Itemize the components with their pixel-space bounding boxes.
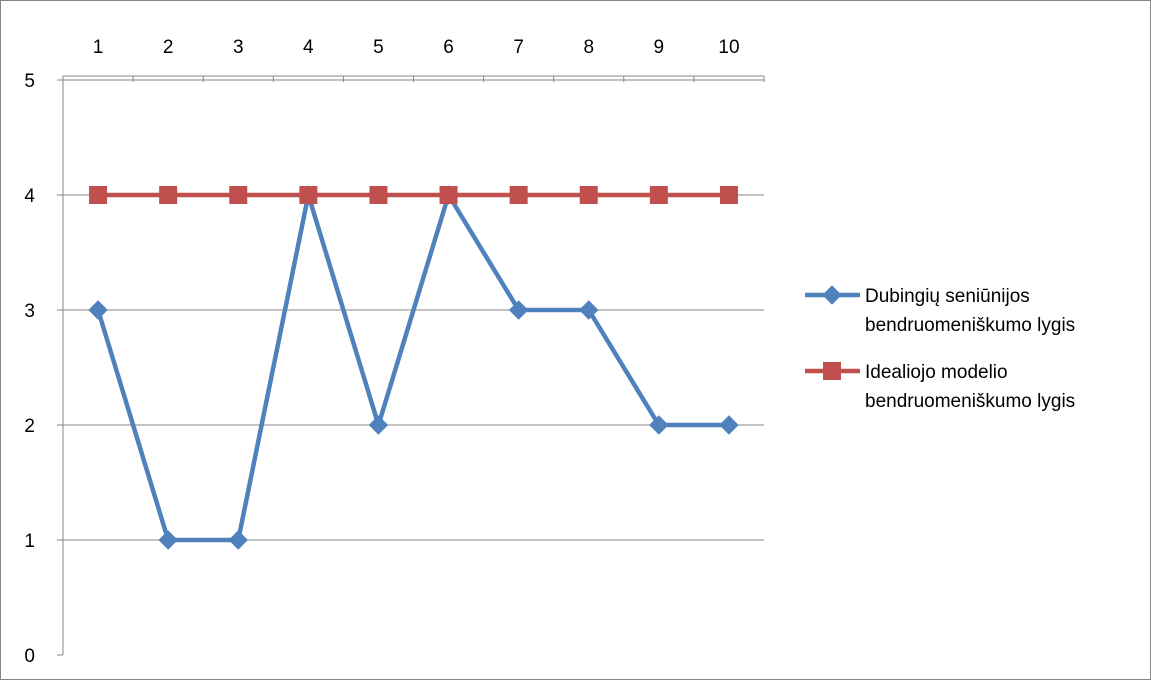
data-point: [649, 186, 668, 204]
legend: Dubingių seniūnijos bendruomeniškumo lygi…: [805, 285, 1075, 412]
y-tick-label: 1: [24, 531, 35, 552]
data-point: [229, 186, 248, 204]
data-point: [228, 530, 248, 550]
x-tick-label: 10: [718, 37, 739, 58]
data-point: [649, 415, 669, 435]
legend-label: Idealiojo modelio: [865, 362, 1008, 383]
data-point: [159, 186, 178, 204]
legend-marker: [822, 285, 842, 305]
x-tick-label: 7: [513, 37, 524, 58]
x-tick-label: 5: [373, 37, 384, 58]
data-point: [439, 186, 458, 204]
y-tick-label: 0: [24, 646, 35, 667]
series-2: [89, 186, 738, 204]
tick-labels: 0 1 2 3 4 5 1 2 3 4 5 6 7 8 9 10: [24, 37, 739, 667]
x-tick-label: 2: [163, 37, 174, 58]
data-point: [369, 186, 388, 204]
legend-label: bendruomeniškumo lygis: [865, 391, 1075, 412]
x-tick-label: 8: [583, 37, 594, 58]
data-point: [719, 186, 738, 204]
legend-item-2: Idealiojo modelio bendruomeniškumo lygis: [805, 362, 1075, 412]
y-tick-label: 4: [24, 186, 35, 207]
x-tick-label: 6: [443, 37, 454, 58]
data-point: [579, 300, 599, 320]
data-point: [368, 415, 389, 435]
legend-item-1: Dubingių seniūnijos bendruomeniškumo lygi…: [805, 285, 1075, 336]
y-tick-label: 5: [24, 71, 35, 92]
x-tick-label: 3: [233, 37, 244, 58]
y-tick-label: 3: [24, 301, 35, 322]
x-tick-label: 9: [654, 37, 665, 58]
legend-marker: [823, 362, 841, 380]
axes: [57, 75, 765, 656]
data-point: [88, 300, 108, 320]
data-point: [299, 186, 318, 204]
y-tick-label: 2: [24, 416, 35, 437]
legend-label: Dubingių seniūnijos: [865, 286, 1030, 307]
series-line: [95, 192, 729, 543]
data-point: [89, 186, 108, 204]
data-point: [579, 186, 598, 204]
x-tick-label: 4: [303, 37, 314, 58]
series: [88, 185, 739, 550]
data-point: [508, 300, 529, 320]
data-point: [158, 530, 178, 550]
data-point: [509, 186, 528, 204]
legend-label: bendruomeniškumo lygis: [865, 315, 1075, 336]
data-point: [719, 415, 739, 435]
x-tick-label: 1: [93, 37, 104, 58]
